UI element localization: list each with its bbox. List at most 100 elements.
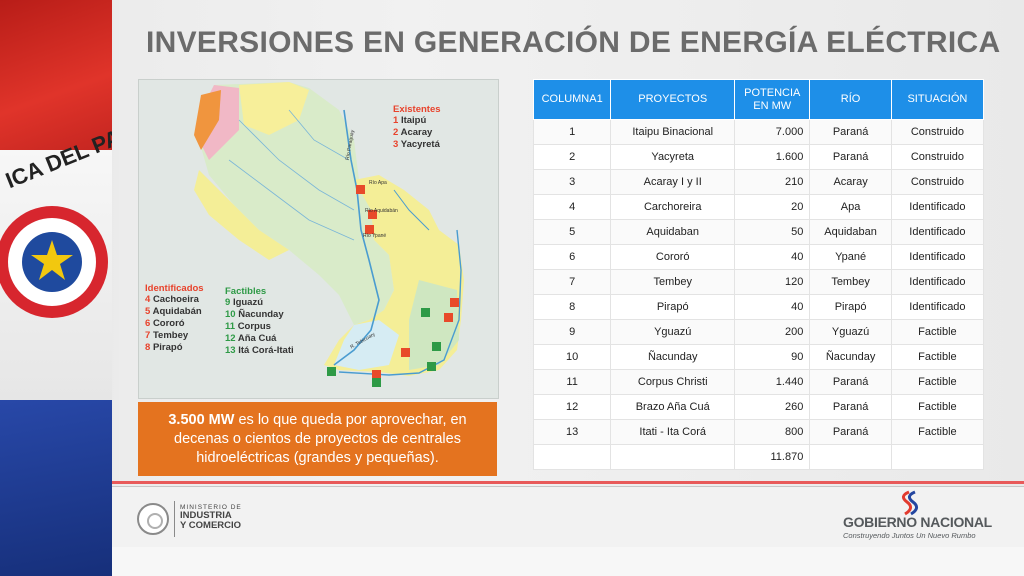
marker-13 xyxy=(427,362,436,371)
table-row: 4 Carchoreira 20 Apa Identificado xyxy=(532,194,985,220)
flag-blue-band xyxy=(0,400,112,576)
legend-existentes: Existentes 1 Itaipú 2 Acaray 3 Yacyretá xyxy=(393,104,441,151)
table-cell: 4 xyxy=(532,194,612,220)
table-row: 9 Yguazú 200 Yguazú Factible xyxy=(532,319,985,345)
marker-2 xyxy=(444,313,453,322)
ministry-line2: Y COMERCIO xyxy=(180,520,242,531)
table-cell xyxy=(809,444,892,470)
column-header: COLUMNA1 xyxy=(532,79,612,120)
table-cell: Tembey xyxy=(610,269,736,295)
legend-item: 3 Yacyretá xyxy=(393,139,440,150)
table-cell: 8 xyxy=(532,294,612,320)
table-row: 11 Corpus Christi 1.440 Paraná Factible xyxy=(532,369,985,395)
flag-seal xyxy=(0,206,108,318)
table-cell: Construido xyxy=(890,119,985,145)
table-cell: 50 xyxy=(734,219,811,245)
table-cell: 6 xyxy=(532,244,612,270)
map-graphic xyxy=(194,82,464,387)
legend-item: 6 Cororó xyxy=(145,318,185,329)
table-cell: Identificado xyxy=(890,219,985,245)
table-cell: Factible xyxy=(890,344,985,370)
table-cell: 260 xyxy=(734,394,811,420)
legend-identificados: Identificados 4 Cachoeira 5 Aquidabán 6 … xyxy=(145,283,204,354)
table-cell: Acaray xyxy=(809,169,892,195)
table-cell: 40 xyxy=(734,244,811,270)
table-row: 3 Acaray I y II 210 Acaray Construido xyxy=(532,169,985,195)
table-cell: Aquidaban xyxy=(610,219,736,245)
table-cell: Ñacunday xyxy=(610,344,736,370)
footer-divider xyxy=(112,486,1024,487)
gov-name: GOBIERNO NACIONAL xyxy=(843,514,992,530)
table-cell: Acaray I y II xyxy=(610,169,736,195)
table-cell: 800 xyxy=(734,419,811,445)
marker-4 xyxy=(356,185,365,194)
table-cell xyxy=(610,444,736,470)
table-row: 13 Itati - Ita Corá 800 Paraná Factible xyxy=(532,419,985,445)
table-cell: Identificado xyxy=(890,294,985,320)
ministry-line1: INDUSTRIA xyxy=(180,510,232,521)
legend-factibles: Factibles 9 Iguazú 10 Ñacunday 11 Corpus… xyxy=(225,286,294,357)
table-row: 1 Itaipu Binacional 7.000 Paraná Construido xyxy=(532,119,985,145)
river-label-ypane: Río Ypané xyxy=(363,233,387,239)
table-cell: Paraná xyxy=(809,144,892,170)
table-cell: Paraná xyxy=(809,419,892,445)
column-header: SITUACIÓN xyxy=(890,79,985,120)
table-cell: Factible xyxy=(890,369,985,395)
column-header: RÍO xyxy=(809,79,892,120)
table-cell: 210 xyxy=(734,169,811,195)
table-cell: Yacyreta xyxy=(610,144,736,170)
legend-item: 4 Cachoeira xyxy=(145,294,199,305)
table-cell: Pirapó xyxy=(610,294,736,320)
star-icon xyxy=(31,240,73,280)
marker-9 xyxy=(421,308,430,317)
paraguay-flag: ICA DEL PA xyxy=(0,0,112,576)
river-label-apa: Río Apa xyxy=(369,180,387,186)
table-row: 12 Brazo Aña Cuá 260 Paraná Factible xyxy=(532,394,985,420)
table-total-row: 11.870 xyxy=(532,444,985,470)
table-row: 10 Ñacunday 90 Ñacunday Factible xyxy=(532,344,985,370)
legend-factibles-title: Factibles xyxy=(225,286,267,297)
table-row: 8 Pirapó 40 Pirapó Identificado xyxy=(532,294,985,320)
table-cell: 1.440 xyxy=(734,369,811,395)
table-cell: Cororó xyxy=(610,244,736,270)
table-cell: 90 xyxy=(734,344,811,370)
table-cell: 200 xyxy=(734,319,811,345)
marker-6 xyxy=(365,225,374,234)
table-row: 5 Aquidaban 50 Aquidaban Identificado xyxy=(532,219,985,245)
legend-existentes-title: Existentes xyxy=(393,104,441,115)
table-cell: Paraná xyxy=(809,119,892,145)
marker-5 xyxy=(368,210,377,219)
callout-text: es lo que queda por aprovechar, en decen… xyxy=(174,411,467,466)
legend-item: 12 Aña Cuá xyxy=(225,333,277,344)
slide-title: INVERSIONES EN GENERACIÓN DE ENERGÍA ELÉ… xyxy=(146,26,1001,59)
table-cell: 12 xyxy=(532,394,612,420)
marker-8 xyxy=(401,348,410,357)
paraguay-hydro-map: Existentes 1 Itaipú 2 Acaray 3 Yacyretá … xyxy=(138,79,499,399)
table-cell: Ñacunday xyxy=(809,344,892,370)
table-cell: Yguazú xyxy=(809,319,892,345)
investment-table: COLUMNA1 PROYECTOS POTENCIA EN MW RÍO SI… xyxy=(532,79,985,470)
table-cell: Corpus Christi xyxy=(610,369,736,395)
legend-item: 1 Itaipú xyxy=(393,115,427,126)
table-cell: Carchoreira xyxy=(610,194,736,220)
legend-item: 2 Acaray xyxy=(393,127,433,138)
table-cell: Yguazú xyxy=(610,319,736,345)
legend-item: 8 Pirapó xyxy=(145,342,183,353)
table-cell xyxy=(890,444,985,470)
table-total-cell: 11.870 xyxy=(734,444,811,470)
table-cell: 7.000 xyxy=(734,119,811,145)
table-row: 6 Cororó 40 Ypané Identificado xyxy=(532,244,985,270)
table-cell: Paraná xyxy=(809,369,892,395)
table-cell: 1.600 xyxy=(734,144,811,170)
table-cell: 2 xyxy=(532,144,612,170)
table-cell: Tembey xyxy=(809,269,892,295)
column-header: POTENCIA EN MW xyxy=(734,79,811,120)
table-cell: Identificado xyxy=(890,194,985,220)
legend-identificados-title: Identificados xyxy=(145,283,204,294)
marker-11 xyxy=(327,367,336,376)
legend-item: 10 Ñacunday xyxy=(225,309,284,320)
table-cell: Itati - Ita Corá xyxy=(610,419,736,445)
table-cell: Construido xyxy=(890,144,985,170)
footer xyxy=(112,487,1024,547)
marker-12 xyxy=(372,378,381,387)
